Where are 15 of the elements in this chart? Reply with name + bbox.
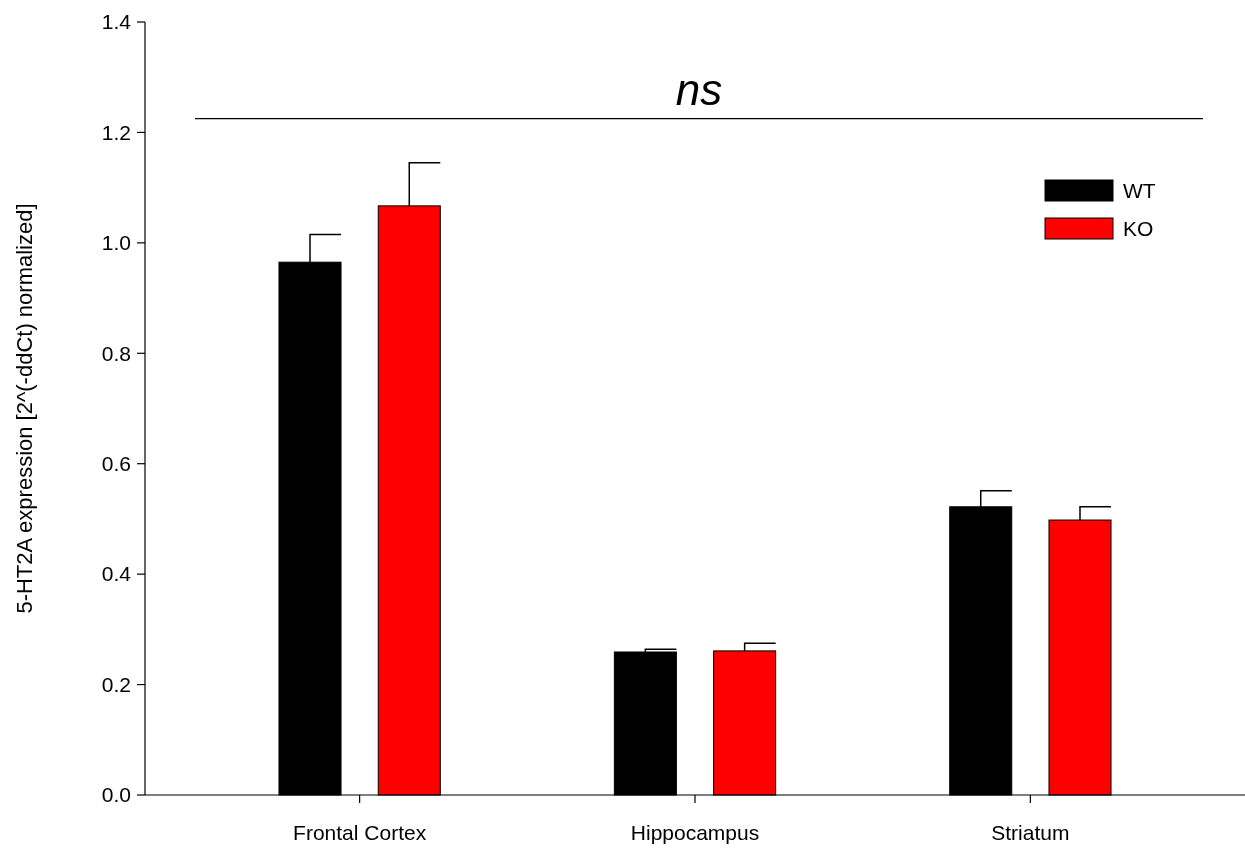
x-tick-label: Hippocampus — [630, 821, 760, 844]
y-axis-title: 5-HT2A expression [2^(-ddCt) normalized] — [12, 203, 37, 614]
legend-label: WT — [1123, 178, 1156, 202]
y-tick-label: 0.2 — [101, 672, 131, 696]
y-tick-label: 0.8 — [101, 341, 131, 365]
y-tick-label: 0.4 — [101, 562, 132, 586]
y-tick-label: 1.4 — [101, 10, 132, 34]
legend-label: KO — [1123, 216, 1154, 240]
y-tick-label: 1.2 — [101, 120, 131, 144]
y-tick-label: 0.6 — [101, 452, 131, 476]
y-tick-label: 0.0 — [101, 783, 131, 807]
ref-line-label: ns — [675, 64, 723, 114]
x-tick-label: Striatum — [991, 821, 1070, 844]
x-tick-label: Frontal Cortex — [293, 821, 427, 844]
y-tick-label: 1.0 — [101, 231, 131, 255]
